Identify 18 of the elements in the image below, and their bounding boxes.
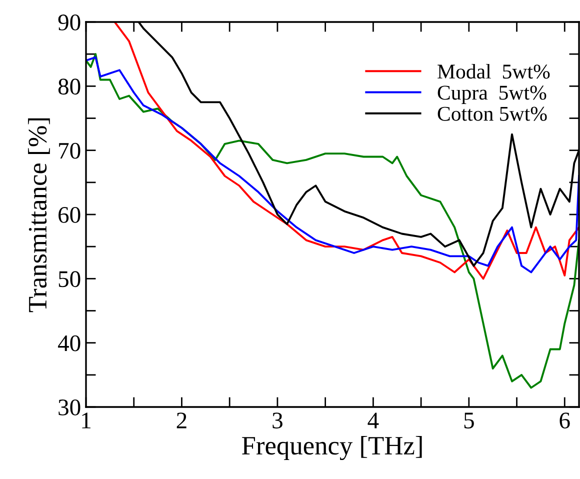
- x-tick-label: 5: [464, 412, 474, 428]
- x-tick-label: 3: [272, 412, 282, 428]
- x-tick-label: 2: [176, 412, 186, 428]
- x-tick-label: 1: [82, 412, 90, 428]
- x-axis-title: Frequency [THz]: [242, 436, 422, 460]
- y-tick-label: 80: [58, 78, 80, 95]
- legend-label: Cupra 5wt%: [438, 86, 546, 104]
- legend-label: Modal 5wt%: [438, 64, 550, 79]
- y-tick-label: 60: [58, 206, 80, 223]
- y-axis-title: Transmittance [%]: [28, 118, 50, 312]
- y-tick-label: 30: [58, 399, 80, 416]
- y-tick-label: 90: [58, 14, 80, 30]
- y-tick-label: 40: [58, 335, 80, 352]
- x-tick-label: 6: [560, 412, 570, 428]
- x-tick-label: 4: [368, 412, 379, 428]
- y-tick-label: 50: [58, 271, 80, 288]
- legend-label: Cotton 5wt%: [438, 106, 547, 121]
- y-tick-label: 70: [59, 142, 80, 159]
